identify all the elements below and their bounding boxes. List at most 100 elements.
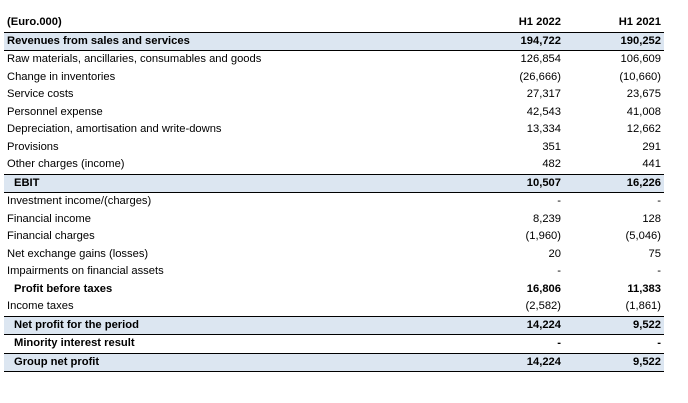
row-label: Income taxes — [4, 298, 492, 317]
row-value-h1-2022: - — [557, 195, 561, 207]
row-value-h1-2022: 351 — [542, 140, 561, 153]
row-value-h1-2022: 194,722 — [492, 32, 564, 51]
row-label: Group net profit — [4, 353, 492, 372]
column-gap — [564, 246, 592, 264]
column-gap — [564, 353, 592, 372]
row-value-h1-2021: 11,383 — [627, 282, 661, 295]
row-value-h1-2022: 20 — [548, 247, 561, 260]
table-row-revenues: Revenues from sales and services 194,722… — [4, 32, 664, 51]
row-value-h1-2021: (5,046) — [625, 230, 661, 242]
row-label: Profit before taxes — [14, 282, 113, 295]
table-row: Depreciation, amortisation and write-dow… — [4, 121, 664, 139]
row-value-h1-2022: 126,854 — [520, 53, 561, 65]
row-value-h1-2021: 23,675 — [626, 88, 661, 100]
table-row-minority-interest: Minority interest result - - — [4, 334, 664, 354]
row-label: Minority interest result — [4, 334, 492, 354]
row-value-h1-2022: 8,239 — [533, 212, 561, 225]
row-value-h1-2021: 12,662 — [626, 123, 661, 135]
column-header-h1-2022: H1 2022 — [492, 14, 564, 33]
row-value-h1-2022: 14,224 — [492, 316, 564, 335]
row-value-h1-2022: 27,317 — [526, 88, 561, 100]
column-gap — [564, 156, 592, 175]
column-gap — [564, 14, 592, 33]
row-value-h1-2021: (1,861) — [592, 298, 664, 317]
table-row-net-profit: Net profit for the period 14,224 9,522 — [4, 316, 664, 335]
table-row-profit-before-taxes: Profit before taxes 16,806 11,383 — [4, 281, 664, 299]
column-gap — [564, 316, 592, 335]
row-value-h1-2022: 13,334 — [526, 123, 561, 135]
row-value-h1-2021: 291 — [642, 140, 661, 153]
table-row-ebit: EBIT 10,507 16,226 — [4, 174, 664, 193]
table-row: Income taxes (2,582) (1,861) — [4, 298, 664, 317]
row-value-h1-2021: 190,252 — [592, 32, 664, 51]
row-value-h1-2021: - — [657, 265, 661, 277]
row-value-h1-2021: (10,660) — [619, 70, 661, 83]
column-gap — [564, 86, 592, 104]
row-label: Other charges (income) — [4, 156, 492, 175]
row-label: Provisions — [7, 140, 59, 153]
column-gap — [564, 174, 592, 193]
row-value-h1-2021: 75 — [648, 247, 661, 260]
column-gap — [564, 69, 592, 87]
column-gap — [564, 193, 592, 211]
row-value-h1-2022: (2,582) — [492, 298, 564, 317]
row-value-h1-2021: 9,522 — [592, 353, 664, 372]
table-row: Provisions 351 291 — [4, 139, 664, 157]
table-row: Service costs 27,317 23,675 — [4, 86, 664, 104]
row-label: Financial income — [7, 212, 91, 225]
column-gap — [564, 104, 592, 122]
income-statement-sheet: (Euro.000) H1 2022 H1 2021 Revenues from… — [4, 14, 664, 372]
column-gap — [564, 51, 592, 69]
column-gap — [564, 139, 592, 157]
column-gap — [564, 281, 592, 299]
table-row: Personnel expense 42,543 41,008 — [4, 104, 664, 122]
row-label: Service costs — [7, 88, 74, 100]
row-label: Change in inventories — [7, 70, 116, 83]
row-label: EBIT — [4, 174, 492, 193]
row-value-h1-2022: 482 — [492, 156, 564, 175]
row-label: Net profit for the period — [4, 316, 492, 335]
row-value-h1-2021: 16,226 — [592, 174, 664, 193]
row-label: Net exchange gains (losses) — [7, 247, 149, 260]
row-value-h1-2022: 42,543 — [526, 105, 561, 118]
row-value-h1-2021: 9,522 — [592, 316, 664, 335]
column-gap — [564, 263, 592, 281]
row-value-h1-2022: 10,507 — [492, 174, 564, 193]
column-gap — [564, 298, 592, 317]
row-value-h1-2021: 128 — [642, 212, 661, 225]
column-header-h1-2021: H1 2021 — [592, 14, 664, 33]
row-value-h1-2021: - — [657, 195, 661, 207]
table-row: Impairments on financial assets - - — [4, 263, 664, 281]
row-value-h1-2022: (26,666) — [519, 70, 561, 83]
table-row: Other charges (income) 482 441 — [4, 156, 664, 175]
unit-label: (Euro.000) — [4, 14, 492, 33]
row-label: Depreciation, amortisation and write-dow… — [7, 123, 222, 135]
table-row: Financial charges (1,960) (5,046) — [4, 228, 664, 246]
income-statement-table: (Euro.000) H1 2022 H1 2021 Revenues from… — [4, 14, 664, 372]
row-label: Impairments on financial assets — [7, 265, 164, 277]
row-value-h1-2021: - — [592, 334, 664, 354]
column-gap — [564, 32, 592, 51]
row-value-h1-2022: (1,960) — [525, 230, 561, 242]
table-row: Change in inventories (26,666) (10,660) — [4, 69, 664, 87]
row-label: Raw materials, ancillaries, consumables … — [7, 53, 262, 65]
row-label: Investment income/(charges) — [7, 195, 152, 207]
row-label: Personnel expense — [7, 105, 103, 118]
table-row-group-net-profit: Group net profit 14,224 9,522 — [4, 353, 664, 372]
table-row: Net exchange gains (losses) 20 75 — [4, 246, 664, 264]
column-gap — [564, 121, 592, 139]
table-row: Raw materials, ancillaries, consumables … — [4, 51, 664, 69]
table-row: Financial income 8,239 128 — [4, 211, 664, 229]
row-label: Revenues from sales and services — [4, 32, 492, 51]
column-gap — [564, 228, 592, 246]
row-value-h1-2022: - — [557, 265, 561, 277]
column-gap — [564, 211, 592, 229]
row-value-h1-2022: - — [492, 334, 564, 354]
table-header-row: (Euro.000) H1 2022 H1 2021 — [4, 14, 664, 33]
row-value-h1-2021: 106,609 — [620, 53, 661, 65]
row-value-h1-2022: 16,806 — [526, 282, 561, 295]
row-value-h1-2021: 41,008 — [626, 105, 661, 118]
row-value-h1-2022: 14,224 — [492, 353, 564, 372]
table-row: Investment income/(charges) - - — [4, 193, 664, 211]
row-value-h1-2021: 441 — [592, 156, 664, 175]
